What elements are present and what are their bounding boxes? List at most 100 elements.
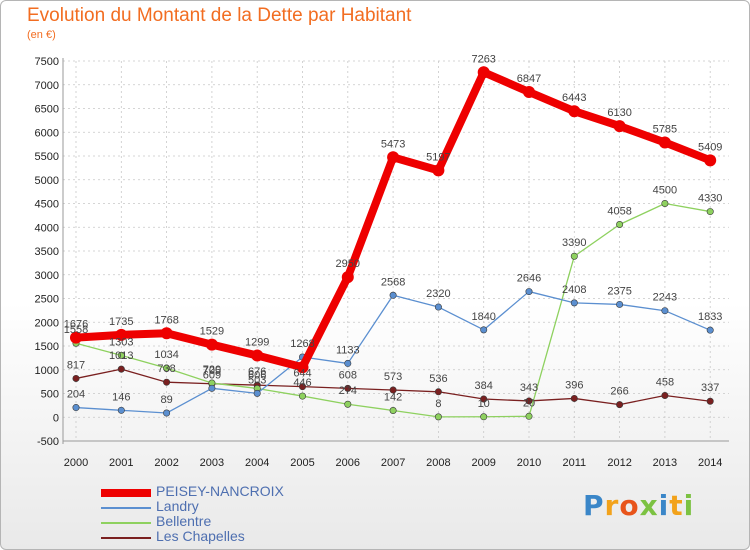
data-label: 1735: [109, 316, 133, 328]
data-label: 1558: [64, 324, 88, 336]
data-label: 6130: [607, 107, 631, 119]
y-tick-label: 3000: [35, 270, 59, 282]
y-tick-label: 6500: [35, 104, 59, 116]
data-label: 5197: [426, 151, 450, 163]
data-label: 5473: [381, 138, 405, 150]
x-tick-label: 2009: [471, 457, 495, 469]
data-point: [115, 328, 128, 341]
data-label: 573: [384, 371, 402, 383]
data-label: 817: [67, 359, 85, 371]
data-point: [344, 384, 352, 392]
data-point: [525, 288, 533, 296]
data-label: 3390: [562, 237, 586, 249]
chart-subtitle: (en €): [27, 29, 56, 41]
data-label: 1840: [471, 311, 495, 323]
data-point: [163, 409, 171, 417]
data-point: [658, 136, 671, 149]
data-label: 1529: [200, 326, 224, 338]
y-tick-label: 4000: [35, 222, 59, 234]
x-tick-label: 2007: [381, 457, 405, 469]
data-point: [344, 400, 352, 408]
data-point: [570, 252, 578, 260]
y-tick-label: 2500: [35, 294, 59, 306]
data-point: [706, 326, 714, 334]
data-point: [117, 406, 125, 414]
data-point: [389, 386, 397, 394]
chart-title: Evolution du Montant de la Dette par Hab…: [27, 5, 412, 26]
data-point: [704, 154, 717, 167]
x-tick-label: 2004: [245, 457, 269, 469]
data-point: [389, 291, 397, 299]
data-label: 2950: [336, 258, 360, 270]
data-point: [160, 327, 173, 340]
data-label: 608: [339, 369, 357, 381]
data-label: 720: [203, 364, 221, 376]
x-tick-label: 2011: [562, 457, 586, 469]
data-point: [253, 389, 261, 397]
data-point: [480, 326, 488, 334]
data-label: 20: [523, 397, 535, 409]
y-tick-label: 2000: [35, 317, 59, 329]
data-point: [344, 359, 352, 367]
legend-swatch-landry: [101, 507, 151, 509]
data-point: [117, 365, 125, 373]
data-point: [298, 392, 306, 400]
data-label: 1303: [109, 336, 133, 348]
y-tick-label: 0: [53, 412, 59, 424]
data-point: [298, 383, 306, 391]
data-label: 1034: [154, 349, 178, 361]
data-label: 2568: [381, 276, 405, 288]
data-label: 503: [248, 374, 266, 386]
data-label: 7263: [471, 53, 495, 65]
y-tick-label: 5000: [35, 175, 59, 187]
data-point: [341, 271, 354, 284]
data-point: [570, 394, 578, 402]
y-tick-label: 1500: [35, 341, 59, 353]
x-tick-label: 2002: [154, 457, 178, 469]
data-label: 2320: [426, 288, 450, 300]
y-tick-label: 4500: [35, 199, 59, 211]
data-label: 2408: [562, 284, 586, 296]
data-label: 644: [293, 368, 311, 380]
data-point: [568, 105, 581, 118]
data-point: [117, 351, 125, 359]
data-label: 4058: [607, 205, 631, 217]
data-point: [525, 397, 533, 405]
x-tick-label: 2006: [336, 457, 360, 469]
data-point: [661, 391, 669, 399]
y-tick-label: 7500: [35, 56, 59, 68]
data-point: [70, 331, 82, 344]
data-label: 204: [67, 389, 85, 401]
y-tick-label: 500: [41, 389, 59, 401]
data-label: 1133: [336, 344, 360, 356]
data-point: [434, 413, 442, 421]
data-point: [477, 66, 490, 79]
legend-swatch-les-chapelles: [101, 537, 151, 539]
data-point: [661, 200, 669, 208]
data-label: 396: [565, 379, 583, 391]
data-point: [208, 384, 216, 392]
data-point: [570, 299, 578, 307]
proxiti-logo: Proxiti: [583, 489, 695, 522]
data-label: 705: [203, 365, 221, 377]
data-point: [706, 397, 714, 405]
data-label: 4500: [653, 185, 677, 197]
data-label: 343: [520, 382, 538, 394]
data-point: [389, 407, 397, 415]
data-label: 2243: [653, 292, 677, 304]
data-label: 266: [610, 386, 628, 398]
data-label: 5409: [698, 141, 722, 153]
data-label: 6443: [562, 92, 586, 104]
y-tick-label: -500: [37, 436, 59, 448]
data-label: 4330: [698, 193, 722, 205]
data-label: 446: [293, 377, 311, 389]
data-point: [434, 303, 442, 311]
data-point: [205, 338, 218, 351]
data-label: 738: [157, 363, 175, 375]
data-label: 384: [475, 380, 493, 392]
data-point: [296, 361, 309, 374]
data-point: [616, 300, 624, 308]
y-tick-label: 7000: [35, 80, 59, 92]
